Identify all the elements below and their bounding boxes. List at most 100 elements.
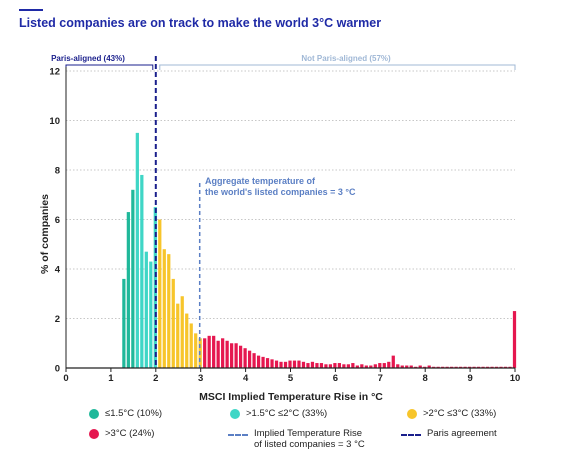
bar [476, 366, 481, 368]
bar [122, 278, 126, 368]
x-tick-label: 6 [333, 373, 338, 384]
bar [238, 345, 243, 368]
paris-aligned-label: Paris-aligned (43%) [51, 54, 125, 63]
bar [225, 340, 229, 368]
x-tick-label: 8 [423, 373, 428, 384]
bar [418, 365, 422, 368]
bar [171, 278, 175, 368]
x-axis-label: MSCI Implied Temperature Rise in °C [199, 391, 383, 403]
x-tick-label: 10 [510, 373, 521, 384]
bar [135, 132, 139, 368]
y-axis-label: % of companies [39, 194, 51, 274]
x-tick-label: 1 [108, 373, 114, 384]
bar [337, 363, 342, 368]
x-tick-label: 3 [198, 373, 203, 384]
bar [247, 350, 252, 368]
bar [485, 366, 490, 368]
bar [301, 361, 306, 368]
aggregate-annotation-line-2: the world's listed companies = 3 °C [205, 187, 356, 197]
bar [162, 249, 166, 368]
bar [212, 335, 216, 368]
title-accent-rule [19, 9, 43, 11]
bar [427, 365, 431, 368]
bar [450, 366, 454, 368]
bar [324, 364, 328, 368]
not-paris-aligned-bracket [159, 64, 516, 70]
bar [288, 360, 292, 368]
y-tick-label: 6 [55, 215, 60, 226]
bar [378, 363, 382, 368]
bar [463, 366, 467, 368]
bar [355, 365, 359, 368]
bar [310, 361, 315, 368]
bar [441, 366, 445, 368]
x-tick-label: 5 [288, 373, 294, 384]
bar [270, 359, 274, 368]
bar [274, 360, 279, 368]
aggregate-annotation-line-1: Aggregate temperature of [205, 176, 316, 186]
bar [364, 365, 368, 368]
bar [180, 296, 184, 368]
bar [508, 366, 512, 368]
bar [297, 360, 301, 368]
bar [319, 363, 324, 368]
bar [400, 365, 404, 368]
x-tick-label: 7 [378, 373, 383, 384]
bar [351, 363, 355, 368]
bar [243, 348, 247, 368]
bar [459, 366, 463, 368]
bar [346, 364, 350, 368]
x-tick-label: 2 [153, 373, 158, 384]
bar [360, 364, 364, 368]
bar [387, 361, 391, 368]
bar [512, 311, 517, 368]
bar [153, 207, 157, 368]
bar [490, 366, 494, 368]
bar [373, 364, 377, 368]
bar [503, 366, 508, 368]
bar [382, 363, 386, 368]
chart-title: Listed companies are on track to make th… [19, 16, 382, 30]
bar [369, 365, 373, 368]
y-tick-label: 4 [55, 265, 61, 276]
bar [256, 355, 261, 368]
bar [252, 353, 256, 368]
bar [454, 366, 458, 368]
bar [234, 343, 238, 368]
bar [261, 356, 265, 368]
bar [279, 361, 283, 368]
not-paris-aligned-label: Not Paris-aligned (57%) [301, 54, 391, 63]
bar [144, 251, 148, 368]
bar [265, 358, 270, 368]
bar [292, 360, 297, 368]
bar [333, 363, 337, 368]
bar [423, 366, 427, 368]
bar [140, 174, 144, 368]
bar [494, 366, 499, 368]
bar [315, 363, 319, 368]
bar [472, 366, 476, 368]
bar [176, 303, 180, 368]
paris-aligned-bracket [65, 64, 154, 70]
bar [230, 343, 234, 368]
x-tick-label: 0 [63, 373, 68, 384]
bar [167, 254, 171, 368]
bar [306, 363, 310, 368]
bar [391, 355, 395, 368]
y-tick-label: 10 [49, 116, 60, 127]
bar [189, 323, 193, 368]
bar [409, 365, 413, 368]
bar [328, 364, 333, 368]
bar [445, 366, 449, 368]
bar [221, 338, 225, 368]
bar [216, 340, 220, 368]
y-tick-label: 8 [55, 166, 60, 177]
bar [342, 364, 346, 368]
bar [158, 219, 162, 368]
x-tick-label: 9 [467, 373, 472, 384]
bar [185, 313, 189, 368]
bar [203, 338, 207, 368]
bars-group [122, 132, 517, 368]
